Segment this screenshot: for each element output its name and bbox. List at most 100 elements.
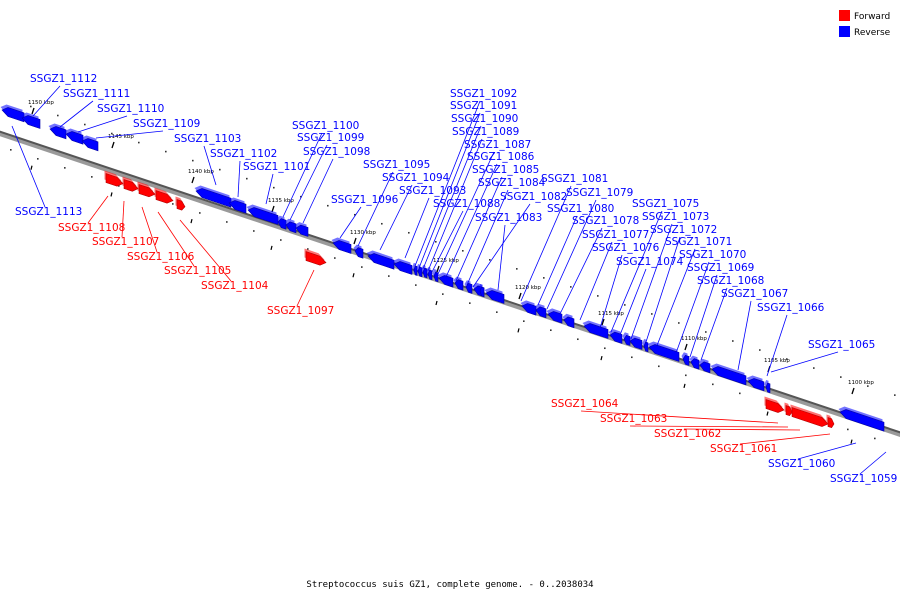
gene-label: SSGZ1_1094 bbox=[382, 172, 450, 184]
gene-arrow bbox=[629, 337, 643, 350]
kbp-tick-mark-lower bbox=[600, 355, 603, 361]
map-caption: Streptococcus suis GZ1, complete genome.… bbox=[306, 580, 593, 590]
minor-tick-dot bbox=[658, 365, 660, 368]
gene-leader-line bbox=[580, 410, 779, 424]
minor-tick-dot bbox=[273, 186, 275, 189]
gene-label: SSGZ1_1095 bbox=[363, 159, 430, 171]
gene-label: SSGZ1_1083 bbox=[475, 212, 542, 224]
gene-label: SSGZ1_1082 bbox=[500, 191, 567, 203]
gene-label: SSGZ1_1069 bbox=[687, 262, 754, 274]
gene-leader-line bbox=[619, 268, 647, 336]
gene-leader-line bbox=[472, 203, 531, 288]
legend: Forward Reverse bbox=[839, 10, 891, 38]
gene-leader-line bbox=[739, 433, 831, 445]
gene-leader-line bbox=[203, 145, 217, 186]
gene-leader-line bbox=[59, 100, 94, 128]
minor-tick-dot bbox=[111, 132, 113, 135]
minor-tick-dot bbox=[327, 204, 329, 207]
gene-arrow bbox=[332, 240, 352, 254]
gene-arrow bbox=[417, 266, 423, 278]
gene-leader-line bbox=[121, 200, 125, 238]
kbp-tick-label: 1145 kbp bbox=[108, 134, 134, 140]
gene-label: SSGZ1_1087 bbox=[464, 139, 531, 151]
kbp-tick-mark bbox=[191, 176, 195, 184]
gene-label: SSGZ1_1059 bbox=[830, 473, 897, 485]
gene-leader-line bbox=[770, 351, 839, 373]
minor-tick-dot bbox=[192, 159, 194, 162]
gene-arrow bbox=[155, 190, 174, 204]
gene-leader-line bbox=[77, 115, 128, 133]
gene-label: SSGZ1_1081 bbox=[541, 173, 608, 185]
minor-tick-dot bbox=[631, 356, 633, 359]
gene-leader-line bbox=[675, 261, 710, 354]
gene-arrow bbox=[295, 224, 309, 237]
gene-leader-line bbox=[629, 425, 789, 428]
gene-arrow bbox=[699, 361, 711, 374]
minor-tick-dot bbox=[759, 349, 761, 351]
gene-label: SSGZ1_1098 bbox=[303, 146, 370, 158]
gene-leader-line bbox=[296, 269, 315, 307]
gene-leader-line bbox=[599, 254, 623, 329]
legend-forward-label: Forward bbox=[854, 12, 890, 22]
kbp-tick-label: 1110 kbp bbox=[681, 336, 707, 342]
gene-label: SSGZ1_1113 bbox=[15, 206, 82, 218]
major-tick-marks: 1150 kbp 1145 kbp 1140 kbp 1135 kbp 1130 kbp… bbox=[28, 100, 874, 444]
gene-leader-line bbox=[700, 287, 728, 361]
minor-tick-dot bbox=[543, 277, 545, 279]
gene-leader-line bbox=[427, 138, 483, 272]
kbp-tick-mark bbox=[436, 265, 440, 273]
kbp-tick-mark-lower bbox=[766, 411, 769, 416]
gene-arrow bbox=[81, 138, 99, 152]
gene-label: SSGZ1_1086 bbox=[467, 151, 535, 163]
gene-arrow bbox=[367, 253, 395, 270]
gene-leader-line bbox=[418, 112, 481, 269]
gene-label: SSGZ1_1074 bbox=[616, 256, 684, 268]
kbp-tick-label: 1130 kbp bbox=[350, 230, 376, 236]
gene-label: SSGZ1_1066 bbox=[757, 302, 825, 314]
minor-tick-dot bbox=[30, 105, 32, 108]
gene-arrow bbox=[21, 115, 41, 129]
gene-leader-line bbox=[859, 451, 887, 475]
minor-tick-dot bbox=[894, 394, 896, 396]
gene-arrow bbox=[433, 271, 439, 283]
gene-arrow bbox=[422, 267, 428, 279]
kbp-tick-mark bbox=[684, 343, 688, 351]
gene-arrow bbox=[521, 303, 537, 316]
legend-reverse-label: Reverse bbox=[854, 28, 891, 38]
minor-tick-dot bbox=[732, 340, 734, 342]
minor-tick-dot bbox=[624, 304, 626, 306]
kbp-tick-mark-lower bbox=[352, 273, 355, 278]
minor-tick-dot bbox=[10, 149, 12, 151]
minor-tick-marks bbox=[10, 105, 896, 440]
gene-label: SSGZ1_1089 bbox=[452, 126, 519, 138]
gene-leader-line bbox=[404, 197, 430, 259]
gene-arrow bbox=[305, 251, 327, 266]
minor-tick-dot bbox=[57, 114, 59, 117]
minor-tick-dot bbox=[469, 302, 471, 304]
gene-leader-line bbox=[237, 160, 241, 198]
minor-tick-dot bbox=[678, 322, 680, 324]
minor-tick-dot bbox=[489, 259, 491, 261]
gene-arrow bbox=[485, 290, 505, 304]
gene-arrow bbox=[535, 306, 547, 319]
minor-tick-dot bbox=[246, 177, 248, 180]
gene-label: SSGZ1_1079 bbox=[566, 187, 633, 199]
gene-arrow bbox=[583, 323, 609, 339]
minor-tick-dot bbox=[523, 320, 525, 322]
gene-leader-line bbox=[766, 314, 788, 377]
gene-leader-line bbox=[520, 185, 572, 302]
kbp-tick-mark bbox=[31, 107, 35, 115]
minor-tick-dot bbox=[604, 347, 606, 350]
minor-tick-dot bbox=[651, 313, 653, 315]
gene-label: SSGZ1_1096 bbox=[331, 194, 399, 206]
minor-tick-dot bbox=[226, 221, 228, 223]
kbp-tick-label: 1150 kbp bbox=[28, 100, 54, 106]
gene-leader-line bbox=[683, 428, 801, 431]
minor-tick-dot bbox=[840, 376, 842, 378]
minor-tick-dot bbox=[334, 257, 336, 259]
gene-leader-line bbox=[645, 236, 681, 343]
minor-tick-dot bbox=[165, 150, 167, 153]
gene-label: SSGZ1_1061 bbox=[710, 443, 777, 455]
minor-tick-dot bbox=[550, 329, 552, 332]
